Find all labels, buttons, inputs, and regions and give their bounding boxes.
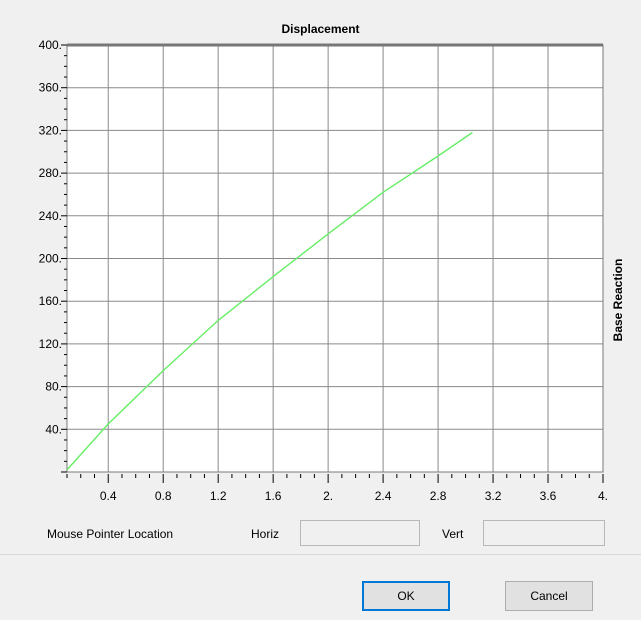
x-tick-label: 0.4 [100,489,117,503]
x-tick-label: 4. [598,489,608,503]
series-line [66,131,473,471]
displacement-chart[interactable]: 0.4 0.8 1.2 1.6 2. 2.4 2.8 3.2 3.6 4. 40. 80. 120. 16… [0,0,641,520]
x-tick-label: 0.8 [155,489,172,503]
y-tick-label: 200. [39,252,62,266]
y-tick-label: 160. [39,294,62,308]
vert-field [483,520,605,546]
x-tick-label: 1.6 [265,489,282,503]
chart-title: Displacement [281,22,360,36]
y-tick-label: 120. [39,337,62,351]
x-tick-label: 2. [323,489,333,503]
mouse-pointer-location-label: Mouse Pointer Location [47,527,174,541]
cancel-button[interactable]: Cancel [505,581,593,611]
horiz-field [300,520,420,546]
y-tick-label: 360. [39,81,62,95]
divider [0,554,641,555]
x-tick-label: 1.2 [210,489,227,503]
y-tick-label: 280. [39,166,62,180]
y-axis-label: Base Reaction [611,258,625,342]
y-tick-label: 320. [39,123,62,137]
y-tick-label: 240. [39,209,62,223]
x-tick-label: 2.8 [430,489,447,503]
x-tick-label: 2.4 [375,489,392,503]
x-tick-label: 3.6 [540,489,557,503]
y-tick-label: 80. [45,380,62,394]
y-tick-label: 400. [39,38,62,52]
vert-label: Vert [442,527,464,541]
ok-button[interactable]: OK [362,581,450,611]
horiz-label: Horiz [251,527,280,541]
y-tick-label: 40. [45,422,62,436]
x-tick-label: 3.2 [485,489,502,503]
